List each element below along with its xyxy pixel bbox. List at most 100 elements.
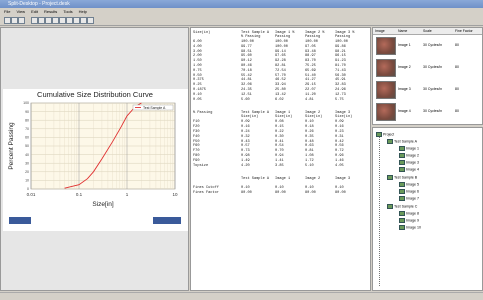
image-thumbnail[interactable] [376,59,396,77]
y-tick-label: 60 [25,136,29,140]
menu-item[interactable]: Edit [31,8,38,15]
toolbar-button[interactable] [45,17,52,24]
column-header: Image 3 Size(in) [335,111,365,119]
table-cell: 0.05 [193,98,202,103]
table-cell: 4.20 [241,164,250,169]
image-list: ImageNameScaleFine FactorImage 130 Cycle… [372,27,483,125]
tree-connector [379,136,380,286]
menu-item[interactable]: Results [44,8,57,15]
y-tick-label: 30 [25,161,29,165]
y-axis-label: Percent Passing [8,122,15,170]
x-axis-label: Size[in] [92,201,114,208]
column-header: Name [398,29,407,33]
tree-label: Image 3 [406,160,419,164]
column-header: Image 1 % Passing [275,31,305,39]
toolbar-button[interactable] [18,17,25,24]
x-tick-label: 0.1 [76,192,83,197]
y-tick-label: 50 [25,144,29,148]
tree-label: Image 10 [406,225,421,229]
tree-icon [387,175,393,180]
toolbar-button[interactable] [38,17,45,24]
toolbar-button[interactable] [31,17,38,24]
toolbar-button[interactable] [66,17,73,24]
tree-icon [399,196,405,201]
menu-item[interactable]: Tools [63,8,72,15]
menu-item[interactable]: View [16,8,25,15]
tree-item[interactable]: Image 7 [399,196,419,201]
tree-icon [399,189,405,194]
column-header: Test Sample A % Passing [241,31,271,39]
tree-icon [399,160,405,165]
image-thumbnail[interactable] [376,37,396,55]
column-header: Test Sample A [241,177,271,181]
tree-item[interactable]: Image 3 [399,160,419,165]
tree-label: Image 5 [406,182,419,186]
logo [153,217,181,224]
tree-item[interactable]: Image 5 [399,182,419,187]
menu-item[interactable]: Help [79,8,87,15]
tree-icon [399,146,405,151]
table-cell: Fines Factor [193,191,219,196]
toolbar-button[interactable] [73,17,80,24]
tree-group[interactable]: Test Sample C [387,204,417,209]
tree-label: Test Sample C [394,204,417,208]
menu-bar: File View Edit Results Tools Help [0,8,483,15]
table-cell: Topsize [193,164,208,169]
tree-label: Test Sample B [394,175,417,179]
column-header: Image [375,29,385,33]
tree-group[interactable]: Test Sample A [387,139,417,144]
toolbar-button[interactable] [52,17,59,24]
tree-label: Image 1 [406,146,419,150]
toolbar-button[interactable] [80,17,87,24]
table-cell: 5.60 [241,98,250,103]
column-header: Image 3 [335,177,365,181]
tree-item[interactable]: Image 2 [399,153,419,158]
tree-label: Image 4 [406,167,419,171]
tree-root[interactable]: Project [376,132,394,137]
table-cell: 5.75 [335,98,344,103]
y-tick-label: 90 [25,110,29,114]
column-header: Test Sample A Size(in) [241,111,271,119]
toolbar-button[interactable] [4,17,11,24]
tree-icon [399,167,405,172]
tree-label: Image 8 [406,211,419,215]
toolbar-button[interactable] [59,17,66,24]
column-header: Image 3 % Passing [335,31,365,39]
x-tick-label: 1 [126,192,129,197]
column-header: Size(in) [193,31,239,35]
list-cell: 30 Cycles/in [423,65,442,69]
x-tick-label: 0.01 [27,192,36,197]
tree-icon [387,139,393,144]
tree-icon [376,132,382,137]
tree-item[interactable]: Image 4 [399,167,419,172]
image-thumbnail[interactable] [376,81,396,99]
tree-item[interactable]: Image 9 [399,218,419,223]
tree-item[interactable]: Image 1 [399,146,419,151]
list-header: ImageNameScaleFine Factor [373,28,482,35]
list-cell: Image 3 [398,87,411,91]
tree-item[interactable]: Image 10 [399,225,421,230]
tree-label: Image 2 [406,153,419,157]
tree-label: Test Sample A [394,139,417,143]
table-cell: 5.10 [305,164,314,169]
toolbar-button[interactable] [11,17,18,24]
list-cell: 30 Cycles/in [423,43,442,47]
menu-item[interactable]: File [4,8,10,15]
tree-item[interactable]: Image 8 [399,211,419,216]
tree-item[interactable]: Image 6 [399,189,419,194]
y-tick-label: 100 [23,101,29,105]
table-cell: 6.02 [275,98,284,103]
y-tick-label: 80 [25,118,29,122]
y-tick-label: 0 [27,187,29,191]
toolbar-button[interactable] [87,17,94,24]
tree-group[interactable]: Test Sample B [387,175,417,180]
list-cell: 80 [455,87,459,91]
y-tick-label: 40 [25,153,29,157]
list-cell: 80 [455,65,459,69]
tree-icon [399,211,405,216]
column-header: Fine Factor [455,29,473,33]
tree-label: Image 7 [406,196,419,200]
image-thumbnail[interactable] [376,103,396,121]
column-header: % Passing [193,111,239,115]
